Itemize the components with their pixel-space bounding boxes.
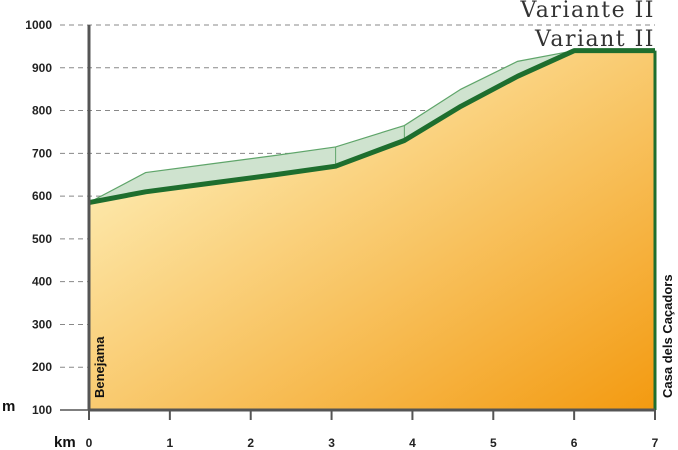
title-variante: Variante II — [519, 0, 655, 23]
elevation-area — [89, 50, 655, 411]
y-tick-label-100: 100 — [32, 403, 52, 417]
y-tick-label-800: 800 — [32, 104, 52, 118]
axes — [60, 25, 656, 420]
x-tick-label-5: 5 — [490, 436, 497, 450]
x-tick-label-0: 0 — [86, 436, 93, 450]
y-tick-label-600: 600 — [32, 189, 52, 203]
x-tick-label-4: 4 — [409, 436, 416, 450]
tick-labels: 100 200 300 400 500 600 700 800 900 1000 0 1 2 3 4 5 6 7 — [25, 18, 658, 450]
y-tick-label-300: 300 — [32, 317, 52, 331]
y-axis-unit: m — [2, 398, 15, 415]
end-location-label: Casa dels Caçadors — [660, 274, 675, 398]
y-tick-label-200: 200 — [32, 360, 52, 374]
x-axis-unit: km — [54, 434, 76, 450]
x-tick-label-7: 7 — [652, 436, 659, 450]
x-tick-label-6: 6 — [571, 436, 578, 450]
title-variant: Variant II — [534, 27, 655, 52]
y-tick-label-900: 900 — [32, 61, 52, 75]
y-tick-label-400: 400 — [32, 275, 52, 289]
y-tick-label-700: 700 — [32, 146, 52, 160]
profile-area — [87, 48, 657, 411]
start-location-label: Benejama — [92, 336, 107, 398]
series-main-line — [88, 48, 655, 205]
x-tick-label-2: 2 — [247, 436, 254, 450]
x-tick-label-3: 3 — [328, 436, 335, 450]
x-tick-label-1: 1 — [167, 436, 174, 450]
y-tick-label-1000: 1000 — [25, 18, 52, 32]
y-tick-label-500: 500 — [32, 232, 52, 246]
